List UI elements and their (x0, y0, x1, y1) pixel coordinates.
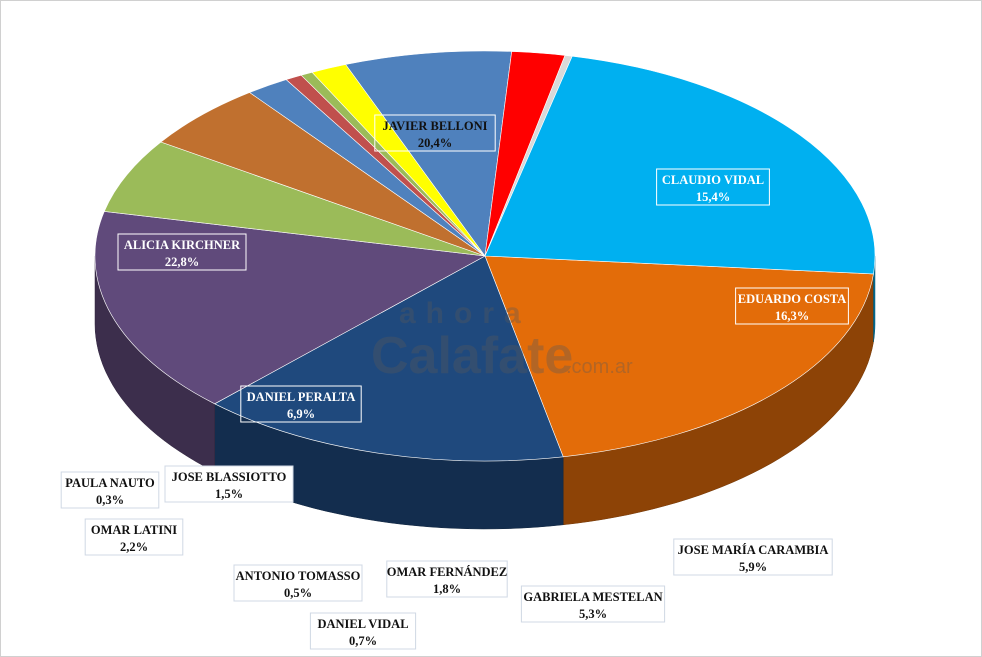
data-label-value: 15,4% (696, 190, 730, 204)
watermark: ahora Calafate .com.ar (371, 297, 633, 385)
pie-tops (94, 50, 876, 462)
data-label-box (164, 465, 294, 503)
data-label-value: 0,5% (284, 586, 312, 600)
data-label-value: 0,3% (96, 493, 124, 507)
data-label-name: ALICIA KIRCHNER (124, 238, 241, 252)
data-label-name: JOSE BLASSIOTTO (172, 470, 287, 484)
data-label-box (240, 385, 362, 423)
data-label-name: JAVIER BELLONI (382, 119, 487, 133)
data-label: JOSE MARÍA CARAMBIA 5,9% (673, 538, 833, 576)
pie-slice-claudio-vidal (214, 255, 564, 462)
data-label-box (520, 585, 666, 623)
pie-slice-javier-belloni (484, 255, 874, 458)
data-label-box (673, 538, 833, 576)
data-label-value: 6,9% (287, 407, 315, 421)
data-label-box (309, 612, 417, 650)
watermark-suffix: .com.ar (566, 356, 633, 378)
data-label-value: 16,3% (775, 309, 809, 323)
data-label: ALICIA KIRCHNER 22,8% (117, 233, 247, 271)
data-label-name: GABRIELA MESTELAN (523, 590, 662, 604)
watermark-top: ahora (399, 297, 531, 330)
data-label: GABRIELA MESTELAN 5,3% (520, 585, 666, 623)
data-label: ANTONIO TOMASSO 0,5% (233, 564, 363, 602)
data-label-value: 0,7% (349, 634, 377, 648)
data-label-name: PAULA NAUTO (65, 476, 155, 490)
data-label: DANIEL PERALTA 6,9% (240, 385, 362, 423)
watermark-main: Calafate (371, 327, 573, 385)
data-label-name: DANIEL PERALTA (247, 390, 356, 404)
pie-slice-jose-mar-a-carambia (103, 141, 486, 257)
data-label: OMAR LATINI 2,2% (84, 518, 184, 556)
data-label-value: 20,4% (418, 136, 452, 150)
data-label-value: 1,8% (433, 582, 461, 596)
data-label: PAULA NAUTO 0,3% (60, 471, 160, 509)
data-label-box (386, 560, 508, 598)
data-label: JOSE BLASSIOTTO 1,5% (164, 465, 294, 503)
data-label-name: JOSE MARÍA CARAMBIA (678, 543, 829, 557)
data-label-box (656, 168, 770, 206)
data-label-box (84, 518, 184, 556)
data-label-box (117, 233, 247, 271)
data-label-value: 5,9% (739, 560, 767, 574)
data-label-value: 2,2% (120, 540, 148, 554)
pie-slice-alicia-kirchner (484, 55, 876, 275)
pie-slice-eduardo-costa (94, 211, 486, 405)
data-label-name: EDUARDO COSTA (738, 292, 846, 306)
data-label-name: DANIEL VIDAL (317, 617, 408, 631)
data-labels: JAVIER BELLONI 20,4% CLAUDIO VIDAL 15,4% EDU… (60, 114, 849, 650)
data-label-name: CLAUDIO VIDAL (662, 173, 764, 187)
data-label-box (735, 287, 849, 325)
data-label: OMAR FERNÁNDEZ 1,8% (386, 560, 508, 598)
data-label-box (233, 564, 363, 602)
data-label-name: OMAR FERNÁNDEZ (387, 565, 507, 579)
data-label-value: 22,8% (165, 255, 199, 269)
data-label: DANIEL VIDAL 0,7% (309, 612, 417, 650)
data-label: EDUARDO COSTA 16,3% (735, 287, 849, 325)
data-label-name: ANTONIO TOMASSO (236, 569, 361, 583)
pie-slice-daniel-peralta (345, 50, 513, 257)
data-label-box (60, 471, 160, 509)
pie-sides (94, 255, 876, 530)
data-label: CLAUDIO VIDAL 15,4% (656, 168, 770, 206)
data-label-value: 5,3% (579, 607, 607, 621)
data-label-value: 1,5% (215, 487, 243, 501)
data-label-name: OMAR LATINI (91, 523, 177, 537)
data-label-box (374, 114, 496, 152)
data-label: JAVIER BELLONI 20,4% (374, 114, 496, 152)
